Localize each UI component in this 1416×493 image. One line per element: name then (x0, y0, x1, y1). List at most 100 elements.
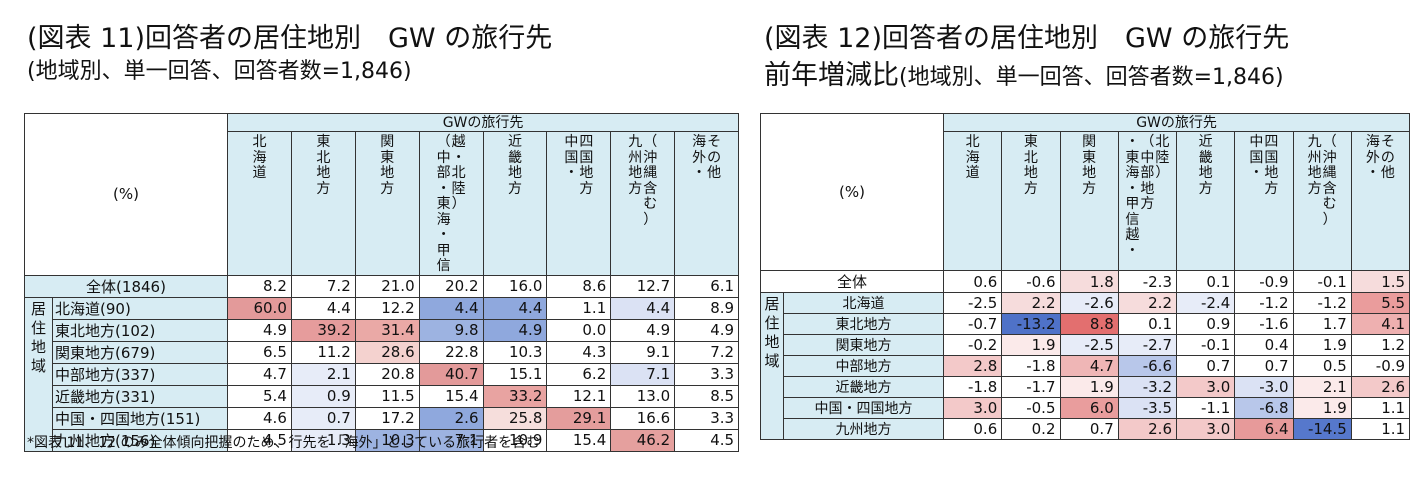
value-cell: 0.7 (290, 406, 356, 430)
value-cell: 25.8 (482, 406, 548, 430)
side-label-char: 住 (764, 314, 780, 332)
column-header: 四国地方中国・ (1234, 131, 1294, 271)
table-row: 九州地方(156) 4.5 1.3 10.3 7.1 10.9 15.4 46.2 4.5 (25, 428, 740, 452)
value-cell: 9.8 (418, 318, 484, 342)
residence-side-label: 居住地域 (24, 296, 53, 452)
value-cell: 2.6 (418, 406, 484, 430)
column-header: 北海道 (942, 131, 1003, 271)
value-cell: 3.0 (942, 397, 1003, 419)
value-cell: 6.5 (227, 340, 292, 364)
row-label: 北海道 (783, 292, 944, 314)
value-cell: -6.8 (1234, 397, 1294, 419)
value-cell: 0.0 (546, 318, 612, 342)
value-cell: 9.1 (610, 340, 676, 364)
total-cell: -0.1 (1292, 270, 1352, 293)
value-cell: -0.7 (942, 313, 1003, 335)
value-cell: 2.2 (1117, 292, 1178, 314)
value-cell: 1.9 (1059, 376, 1119, 398)
right-subtitle: 前年増減比(地域別、単一回答、回答者数=1,846) (764, 53, 1284, 92)
residence-side-label: 居住地域 (760, 292, 784, 440)
column-header-text: 東北地方 (316, 134, 331, 197)
column-header-text: 四国地方 (579, 134, 594, 197)
value-cell: 8.8 (1059, 313, 1119, 335)
left-table: (%) GWの旅行先 北海道東北地方関東地方越・北陸）（中部・東海・甲信近畿地方… (24, 113, 740, 452)
table-row: 関東地方(679) 6.5 11.2 28.6 22.8 10.3 4.3 9.1 7.2 (25, 340, 740, 364)
value-cell: 6.2 (546, 362, 612, 386)
value-cell: 4.7 (227, 362, 292, 386)
value-cell: 7.1 (610, 362, 676, 386)
row-label: 東北地方 (783, 313, 944, 335)
table-row: 東北地方(102) 4.9 39.2 31.4 9.8 4.9 0.0 4.9 4.9 (25, 318, 740, 342)
table-row: 中部地方(337) 4.7 2.1 20.8 40.7 15.1 6.2 7.1 3.3 (25, 362, 740, 386)
column-header-text: 中国・ (1249, 134, 1264, 181)
value-cell: 4.7 (1059, 355, 1119, 377)
column-header-text: その他 (1380, 134, 1395, 181)
column-header-text: 北陸） (1155, 134, 1170, 181)
value-cell: 4.1 (1350, 313, 1411, 335)
value-cell: 0.7 (1234, 355, 1294, 377)
left-subtitle: (地域別、単一回答、回答者数=1,846) (27, 59, 412, 84)
value-cell: 1.9 (1292, 397, 1352, 419)
value-cell: 16.6 (610, 406, 676, 430)
value-cell: 1.9 (1292, 334, 1352, 356)
value-cell: 31.4 (354, 318, 420, 342)
column-header-text: 四国地方 (1264, 134, 1279, 197)
column-header-text: その他 (707, 134, 722, 181)
total-cell: 12.7 (610, 274, 676, 298)
total-cell: 0.1 (1175, 270, 1236, 293)
value-cell: 1.1 (1350, 397, 1411, 419)
value-cell: 22.8 (418, 340, 484, 364)
total-cell: 1.8 (1059, 270, 1119, 293)
side-label-char: 居 (30, 299, 46, 318)
value-cell: -2.7 (1117, 334, 1178, 356)
value-cell: 20.8 (354, 362, 420, 386)
total-cell: -0.9 (1234, 270, 1294, 293)
value-cell: 1.9 (1001, 334, 1061, 356)
column-header: その他海外・ (1350, 131, 1411, 271)
footnote: *図表 11、12 のみ全体傾向把握のため、行先を「海外」としている旅行者を含む (27, 435, 541, 451)
left-title: (図表 11)回答者の居住地別 GW の旅行先 (27, 23, 553, 54)
row-label: 北海道(90) (52, 296, 228, 320)
side-label-char: 地 (764, 333, 780, 351)
value-cell: 13.0 (610, 384, 676, 408)
column-header: （沖縄含む）九州地方 (610, 131, 676, 276)
value-cell: 4.3 (546, 340, 612, 364)
table-row: 中部地方 2.8 -1.8 4.7 -6.6 0.7 0.7 0.5 -0.9 (761, 355, 1411, 377)
value-cell: 4.6 (227, 406, 292, 430)
value-cell: 3.0 (1175, 376, 1236, 398)
table-row: 九州地方 0.6 0.2 0.7 2.6 3.0 6.4 -14.5 1.1 (761, 418, 1411, 440)
column-group-header: GWの旅行先 (226, 113, 740, 132)
total-cell: 8.6 (546, 274, 612, 298)
table-row: 関東地方 -0.2 1.9 -2.5 -2.7 -0.1 0.4 1.9 1.2 (761, 334, 1411, 356)
value-cell: 4.4 (290, 296, 356, 320)
value-cell: 0.1 (1117, 313, 1178, 335)
value-cell: 28.6 (354, 340, 420, 364)
value-cell: 15.4 (546, 428, 612, 452)
table-row: 居住地域北海道(90) 60.0 4.4 12.2 4.4 4.4 1.1 4.4 8.9 (24, 296, 740, 452)
value-cell: 46.2 (610, 428, 676, 452)
total-cell: 21.0 (354, 274, 420, 298)
value-cell: 1.7 (1292, 313, 1352, 335)
value-cell: 10.3 (482, 340, 548, 364)
column-header: 近畿地方 (1175, 131, 1236, 271)
value-cell: 1.1 (1350, 418, 1411, 440)
side-label-char: 地 (30, 337, 46, 356)
value-cell: 2.2 (1001, 292, 1061, 314)
value-cell: 1.2 (1350, 334, 1411, 356)
column-group-header: GWの旅行先 (942, 113, 1411, 132)
value-cell: 6.4 (1234, 418, 1294, 440)
row-label: 東北地方(102) (52, 318, 228, 342)
table-row: 中国・四国地方 3.0 -0.5 6.0 -3.5 -1.1 -6.8 1.9 1.1 (761, 397, 1411, 419)
value-cell: -2.5 (942, 292, 1003, 314)
column-header-text: 越・北陸） (451, 134, 466, 212)
value-cell: 4.9 (482, 318, 548, 342)
value-cell: 15.4 (418, 384, 484, 408)
row-label: 関東地方(679) (52, 340, 228, 364)
value-cell: 5.5 (1350, 292, 1411, 314)
side-label-char: 居 (764, 295, 780, 313)
value-cell: -1.2 (1234, 292, 1294, 314)
column-header: 関東地方 (1059, 131, 1119, 271)
value-cell: -14.5 (1292, 418, 1352, 440)
value-cell: 1.1 (546, 296, 612, 320)
total-cell: 1.5 (1350, 270, 1411, 293)
